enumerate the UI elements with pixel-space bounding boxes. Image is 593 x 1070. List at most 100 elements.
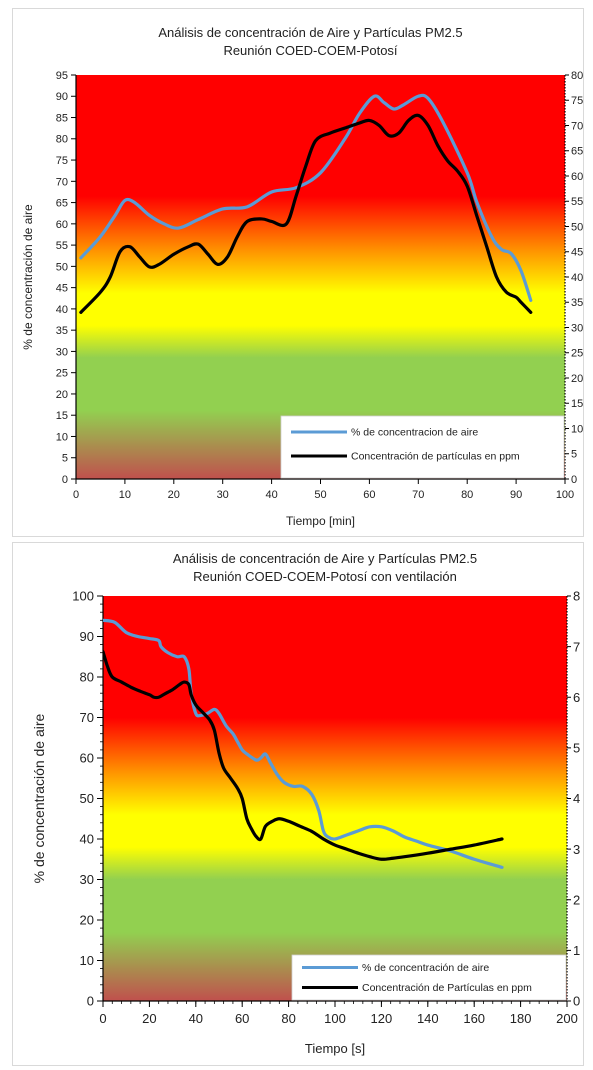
- y-tick-label: 5: [62, 453, 68, 465]
- y2-tick-label: 0: [573, 994, 580, 1009]
- y-tick-label: 35: [56, 325, 68, 337]
- y2-tick-label: 80: [571, 70, 583, 82]
- y-tick-label: 80: [80, 670, 94, 685]
- y2-tick-label: 4: [573, 791, 580, 806]
- x-tick-label: 0: [73, 489, 79, 501]
- y-tick-label: 90: [80, 629, 94, 644]
- chart-title: Análisis de concentración de Aire y Part…: [173, 551, 477, 566]
- y-tick-label: 65: [56, 198, 68, 210]
- series-line-particles: [79, 113, 533, 314]
- y2-tick-label: 2: [573, 892, 580, 907]
- x-tick-label: 60: [235, 1011, 249, 1026]
- x-tick-label: 100: [556, 489, 574, 501]
- y-tick-label: 100: [72, 589, 94, 604]
- x-tick-label: 10: [119, 489, 131, 501]
- chart-title: Análisis de concentración de Aire y Part…: [158, 25, 462, 40]
- y-tick-label: 20: [56, 389, 68, 401]
- x-tick-label: 40: [189, 1011, 203, 1026]
- y-tick-label: 40: [80, 832, 94, 847]
- y2-tick-label: 40: [571, 272, 583, 284]
- y-tick-label: 30: [56, 346, 68, 358]
- x-axis-label: Tiempo [s]: [305, 1041, 365, 1056]
- x-tick-label: 200: [556, 1011, 578, 1026]
- y2-tick-label: 70: [571, 120, 583, 132]
- x-tick-label: 50: [314, 489, 326, 501]
- y-tick-label: 50: [56, 261, 68, 273]
- x-tick-label: 80: [281, 1011, 295, 1026]
- y-tick-label: 10: [80, 953, 94, 968]
- y-tick-label: 60: [56, 219, 68, 231]
- legend-entry: Concentración de Partículas en ppm: [362, 982, 532, 994]
- legend-entry: Concentración de partículas en ppm: [351, 451, 520, 463]
- y2-tick-label: 3: [573, 842, 580, 857]
- y-tick-label: 15: [56, 410, 68, 422]
- x-axis-label: Tiempo [min]: [286, 514, 355, 528]
- y2-tick-label: 55: [571, 196, 583, 208]
- chart-panel-bottom: Análisis de concentración de Aire y Part…: [12, 542, 584, 1066]
- x-tick-label: 100: [324, 1011, 346, 1026]
- y2-tick-label: 15: [571, 398, 583, 410]
- y2-tick-label: 30: [571, 322, 583, 334]
- chart-panel-top: Análisis de concentración de Aire y Part…: [12, 8, 584, 537]
- y-axis-label: % de concentración de aire: [31, 713, 47, 883]
- plot-background: [103, 596, 567, 1001]
- y2-tick-label: 35: [571, 297, 583, 309]
- y2-tick-label: 50: [571, 221, 583, 233]
- legend-entry: % de concentración de aire: [362, 962, 489, 974]
- y-tick-label: 20: [80, 913, 94, 928]
- y-tick-label: 30: [80, 872, 94, 887]
- legend: % de concentracion de aire Concentración …: [280, 415, 565, 479]
- x-tick-label: 140: [417, 1011, 439, 1026]
- x-tick-label: 40: [265, 489, 277, 501]
- series-line-air: [103, 618, 504, 869]
- y-tick-label: 75: [56, 155, 68, 167]
- series-group: [79, 93, 533, 314]
- y2-tick-label: 45: [571, 247, 583, 259]
- y-tick-label: 0: [87, 994, 94, 1009]
- x-tick-label: 120: [371, 1011, 393, 1026]
- legend-box: [280, 415, 565, 479]
- y2-tick-label: 8: [573, 589, 580, 604]
- y2-tick-label: 0: [571, 474, 577, 486]
- y-tick-label: 45: [56, 283, 68, 295]
- y-tick-label: 90: [56, 91, 68, 103]
- y-tick-label: 70: [56, 176, 68, 188]
- x-tick-label: 20: [168, 489, 180, 501]
- legend: % de concentración de aire Concentración …: [291, 954, 567, 1001]
- y-tick-label: 40: [56, 304, 68, 316]
- series-group: [103, 618, 504, 869]
- y2-tick-label: 25: [571, 348, 583, 360]
- y-tick-label: 25: [56, 368, 68, 380]
- y2-tick-label: 7: [573, 639, 580, 654]
- y2-tick-label: 75: [571, 95, 583, 107]
- y2-tick-label: 5: [573, 741, 580, 756]
- y-tick-label: 55: [56, 240, 68, 252]
- legend-entry: % de concentracion de aire: [351, 427, 478, 439]
- y-tick-label: 95: [56, 70, 68, 82]
- y-axis-label: % de concentración de aire: [21, 204, 35, 350]
- y-tick-label: 0: [62, 474, 68, 486]
- y2-tick-label: 65: [571, 146, 583, 158]
- y-tick-label: 50: [80, 791, 94, 806]
- chart-bottom: Análisis de concentración de Aire y Part…: [31, 551, 580, 1056]
- x-tick-label: 160: [463, 1011, 485, 1026]
- y2-tick-label: 60: [571, 171, 583, 183]
- y2-tick-label: 10: [571, 423, 583, 435]
- series-line-particles: [103, 650, 504, 861]
- y-tick-label: 80: [56, 134, 68, 146]
- y2-tick-label: 1: [573, 943, 580, 958]
- legend-box: [291, 954, 567, 1001]
- x-tick-label: 70: [412, 489, 424, 501]
- x-tick-label: 180: [510, 1011, 532, 1026]
- chart-subtitle: Reunión COED-COEM-Potosí con ventilación: [193, 569, 457, 584]
- y-tick-label: 85: [56, 112, 68, 124]
- x-tick-label: 60: [363, 489, 375, 501]
- chart-subtitle: Reunión COED-COEM-Potosí: [223, 43, 397, 58]
- x-tick-label: 80: [461, 489, 473, 501]
- x-tick-label: 30: [217, 489, 229, 501]
- y2-tick-label: 20: [571, 373, 583, 385]
- y-tick-label: 60: [80, 751, 94, 766]
- y2-tick-label: 6: [573, 690, 580, 705]
- y-tick-label: 70: [80, 710, 94, 725]
- x-tick-label: 0: [99, 1011, 106, 1026]
